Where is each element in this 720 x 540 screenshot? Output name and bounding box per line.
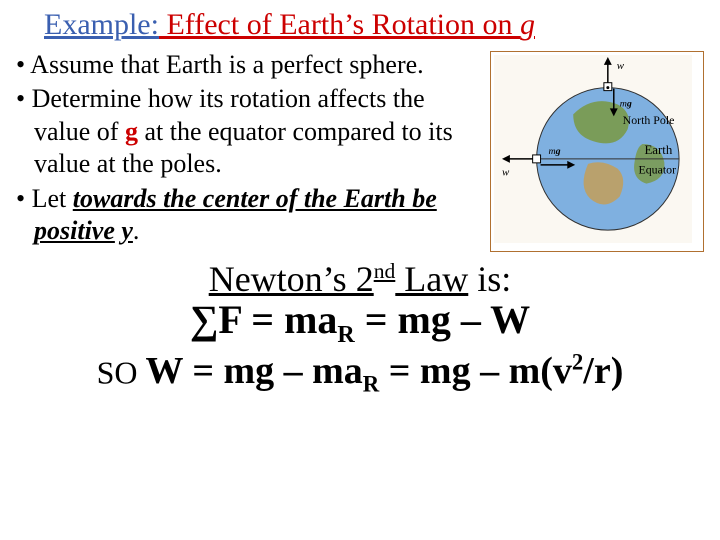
bullet-3a: Let <box>32 184 73 213</box>
earth-svg: w mg w mg North Pole Earth Equator <box>494 55 692 243</box>
bullet-2-g: g <box>125 117 138 146</box>
equation-1: ∑F = maR = mg – W <box>16 297 704 350</box>
eq-title-tail: is: <box>468 259 511 299</box>
eq2-sup: 2 <box>572 350 583 375</box>
earth-label: Earth <box>644 142 672 156</box>
content-row: Assume that Earth is a perfect sphere. D… <box>16 49 704 252</box>
bullet-2: Determine how its rotation affects the v… <box>16 83 482 181</box>
newtons-law-title: Newton’s 2nd Law is: <box>16 260 704 300</box>
eq-title-a: Newton’s 2 <box>209 259 374 299</box>
title-rest-a: Effect of Earth’s Rotation on <box>159 8 520 41</box>
eq1-a: ∑F = ma <box>190 297 338 342</box>
north-pole-label: North Pole <box>623 113 675 127</box>
mg-top-label: mg <box>620 98 632 109</box>
mg-left-label: mg <box>548 145 560 156</box>
slide-title: Example: Effect of Earth’s Rotation on g <box>44 8 704 43</box>
bullet-1: Assume that Earth is a perfect sphere. <box>16 49 482 82</box>
bullet-1-text: Assume that Earth is a perfect sphere. <box>30 50 423 79</box>
eq1-sub: R <box>337 322 354 348</box>
bullet-3c: . <box>133 216 140 245</box>
bullet-3: Let towards the center of the Earth be p… <box>16 183 482 248</box>
equator-label: Equator <box>639 162 677 176</box>
eq-title-sup: nd <box>374 259 396 283</box>
bullet-list: Assume that Earth is a perfect sphere. D… <box>16 49 482 250</box>
eq-title-b: Law <box>395 259 468 299</box>
eq2-b: = mg – m(v <box>379 350 572 392</box>
pole-dot-icon <box>606 86 609 89</box>
eq2-a: W = mg – ma <box>146 350 363 392</box>
equator-mass-icon <box>533 154 541 162</box>
eq2-sub: R <box>363 372 379 397</box>
title-lead: Example: <box>44 8 159 41</box>
title-rest: Effect of Earth’s Rotation on g <box>159 8 535 41</box>
eq2-c: /r) <box>583 350 623 392</box>
equations-block: Newton’s 2nd Law is: ∑F = maR = mg – W S… <box>16 260 704 399</box>
slide: Example: Effect of Earth’s Rotation on g… <box>0 0 720 540</box>
title-g: g <box>520 8 535 41</box>
bullet-3-underline: towards the center of the Earth be posit… <box>34 184 437 246</box>
eq1-b: = mg – W <box>355 297 530 342</box>
eq2-so: SO <box>97 354 146 390</box>
w-left-label: w <box>502 166 510 178</box>
w-top-label: w <box>617 59 625 71</box>
earth-figure: w mg w mg North Pole Earth Equator <box>490 51 704 252</box>
equation-2: SO W = mg – maR = mg – m(v2/r) <box>16 350 704 398</box>
bullet-3-y: y <box>121 216 133 245</box>
